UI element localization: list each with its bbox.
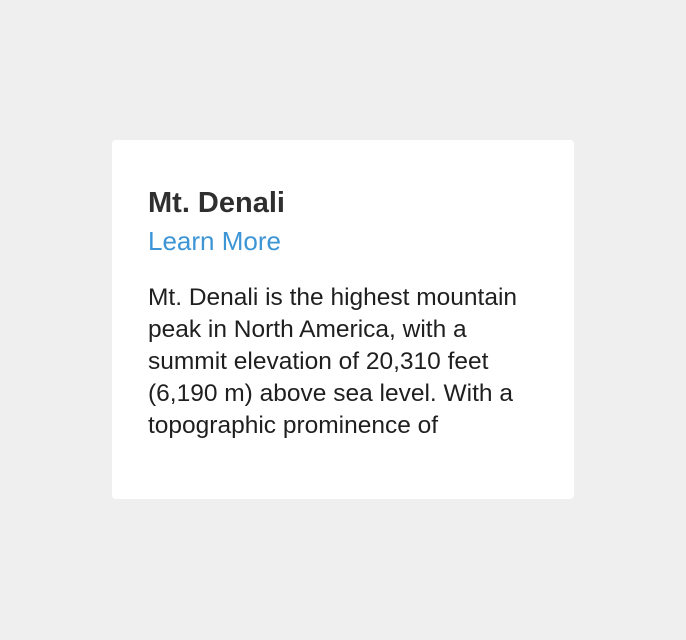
card-description: Mt. Denali is the highest mountain peak … <box>148 284 518 439</box>
card-title: Mt. Denali <box>148 187 285 219</box>
info-card: Mt. Denali Learn More Mt. Denali is the … <box>112 140 574 499</box>
learn-more-link[interactable]: Learn More <box>148 226 281 256</box>
